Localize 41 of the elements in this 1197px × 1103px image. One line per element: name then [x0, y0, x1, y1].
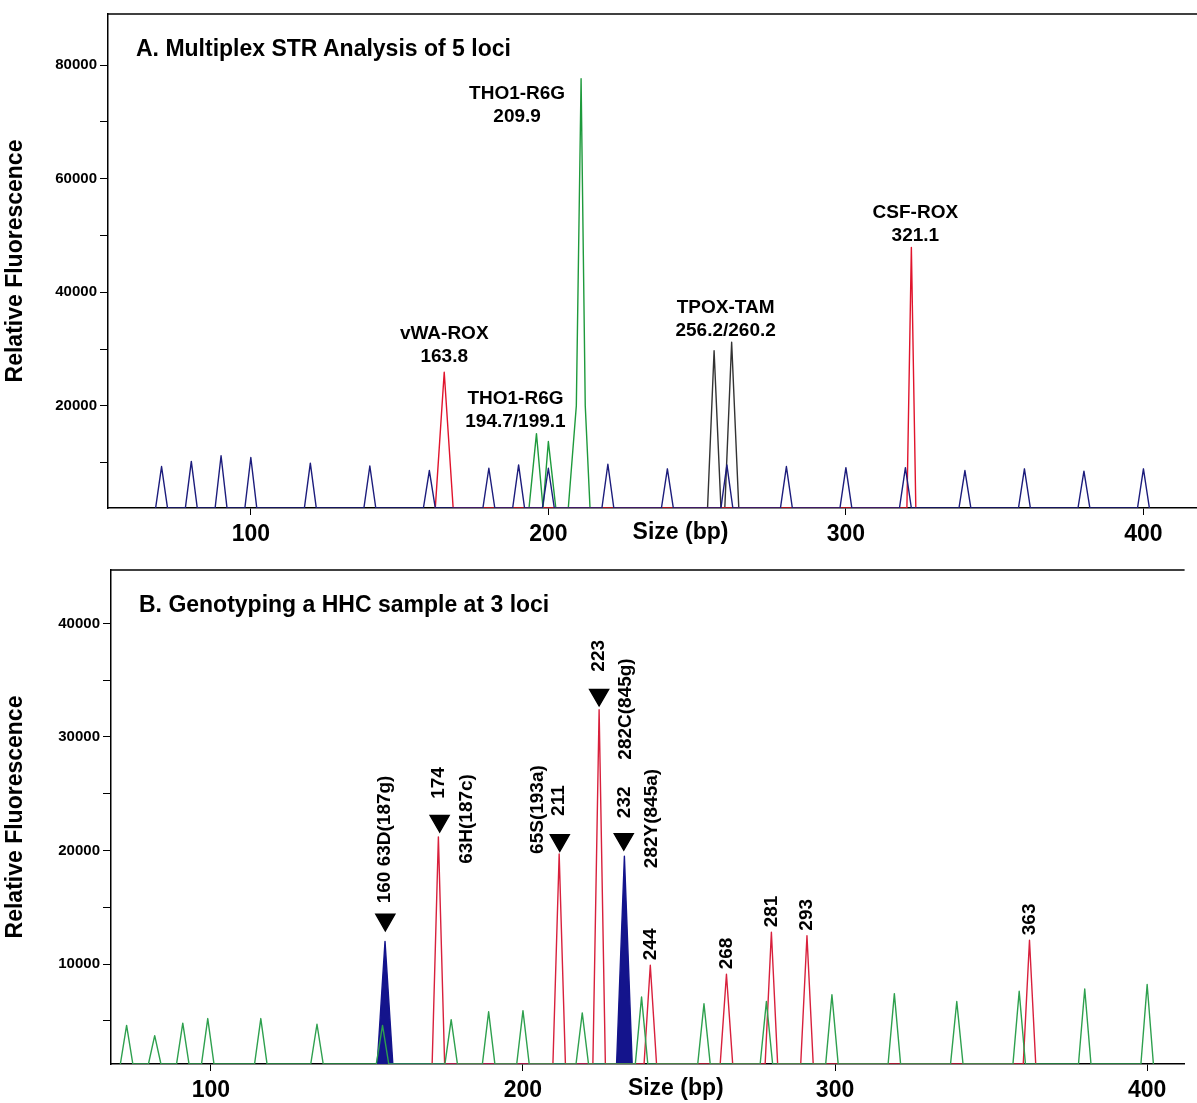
y-tick-label: 80000: [55, 55, 97, 73]
x-tick-label: 100: [231, 520, 271, 547]
annotation: 223: [587, 639, 609, 672]
annotation: 282Y(845a): [639, 768, 661, 869]
annotation: 281: [759, 895, 781, 928]
annotation: 63H(187c): [454, 774, 476, 864]
annotation: 232: [612, 786, 634, 819]
annotation: 282C(845g): [614, 658, 636, 760]
text: A. Multiplex STR Analysis of 5 loci: [136, 35, 511, 62]
y-tick-label: 40000: [58, 613, 100, 631]
x-axis-title: Size (bp): [627, 1074, 724, 1101]
y-tick-label: 40000: [55, 282, 97, 300]
y-tick-label: 30000: [58, 727, 100, 745]
annotation: 211: [547, 784, 569, 816]
annotation: vWA-ROX 163.8: [399, 322, 489, 367]
annotation: 244: [638, 928, 660, 961]
text: B. Genotyping a HHC sample at 3 loci: [139, 591, 550, 618]
x-tick-label: 300: [826, 520, 866, 547]
annotation: 363: [1017, 903, 1039, 936]
y-tick-label: 20000: [58, 840, 100, 858]
x-tick-label: 400: [1127, 1076, 1167, 1103]
x-tick-label: 100: [191, 1076, 231, 1103]
annotation: THO1-R6G 209.9: [469, 81, 566, 126]
y-tick-label: 60000: [55, 168, 97, 186]
x-tick-label: 200: [503, 1076, 543, 1103]
annotation: TPOX-TAM 256.2/260.2: [675, 296, 776, 341]
annotation: 174: [426, 766, 448, 799]
y-tick-label: 10000: [58, 954, 100, 972]
annotation: CSF-ROX 321.1: [872, 201, 959, 246]
x-tick-label: 400: [1124, 520, 1163, 547]
annotation: 293: [795, 898, 817, 931]
annotation: 268: [714, 937, 736, 970]
x-tick-label: 200: [529, 520, 568, 547]
annotation: 160 63D(187g): [373, 775, 395, 904]
annotation: 65S(193a): [526, 765, 548, 854]
x-tick-label: 300: [815, 1076, 855, 1103]
y-axis-title: Relative Fluorescence: [1, 695, 28, 939]
annotation: THO1-R6G 194.7/199.1: [465, 386, 567, 431]
x-axis-title: Size (bp): [632, 518, 729, 545]
y-axis-title: Relative Fluorescence: [1, 139, 28, 383]
y-tick-label: 20000: [55, 395, 97, 413]
